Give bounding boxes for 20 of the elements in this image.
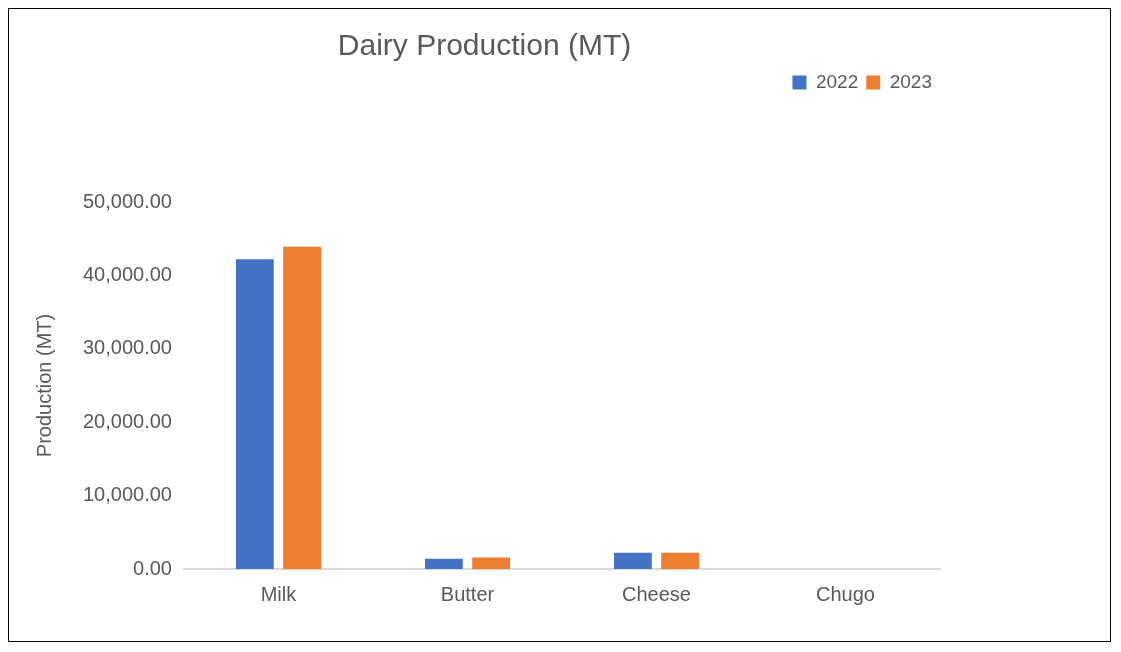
y-axis-title: Production (MT)	[32, 313, 55, 458]
bar	[472, 557, 511, 569]
legend-label: 2022	[815, 70, 859, 92]
bar	[283, 246, 321, 569]
y-tick-label: 40,000.00	[82, 262, 172, 285]
x-tick-label: Milk	[260, 582, 298, 605]
y-tick-label: 0.00	[133, 556, 172, 579]
x-tick-label: Butter	[440, 582, 495, 605]
y-tick-label: 20,000.00	[82, 409, 172, 432]
bar	[235, 259, 274, 569]
bar	[661, 552, 700, 569]
y-tick-label: 10,000.00	[82, 483, 172, 506]
x-tick-label: Chugo	[816, 582, 875, 605]
y-tick-label: 30,000.00	[82, 336, 172, 359]
x-tick-label: Cheese	[622, 582, 691, 605]
chart-title: Dairy Production (MT)	[337, 28, 632, 62]
bar	[424, 558, 463, 569]
y-tick-label: 50,000.00	[82, 189, 172, 212]
legend-label: 2023	[889, 70, 933, 92]
bar	[613, 552, 652, 569]
